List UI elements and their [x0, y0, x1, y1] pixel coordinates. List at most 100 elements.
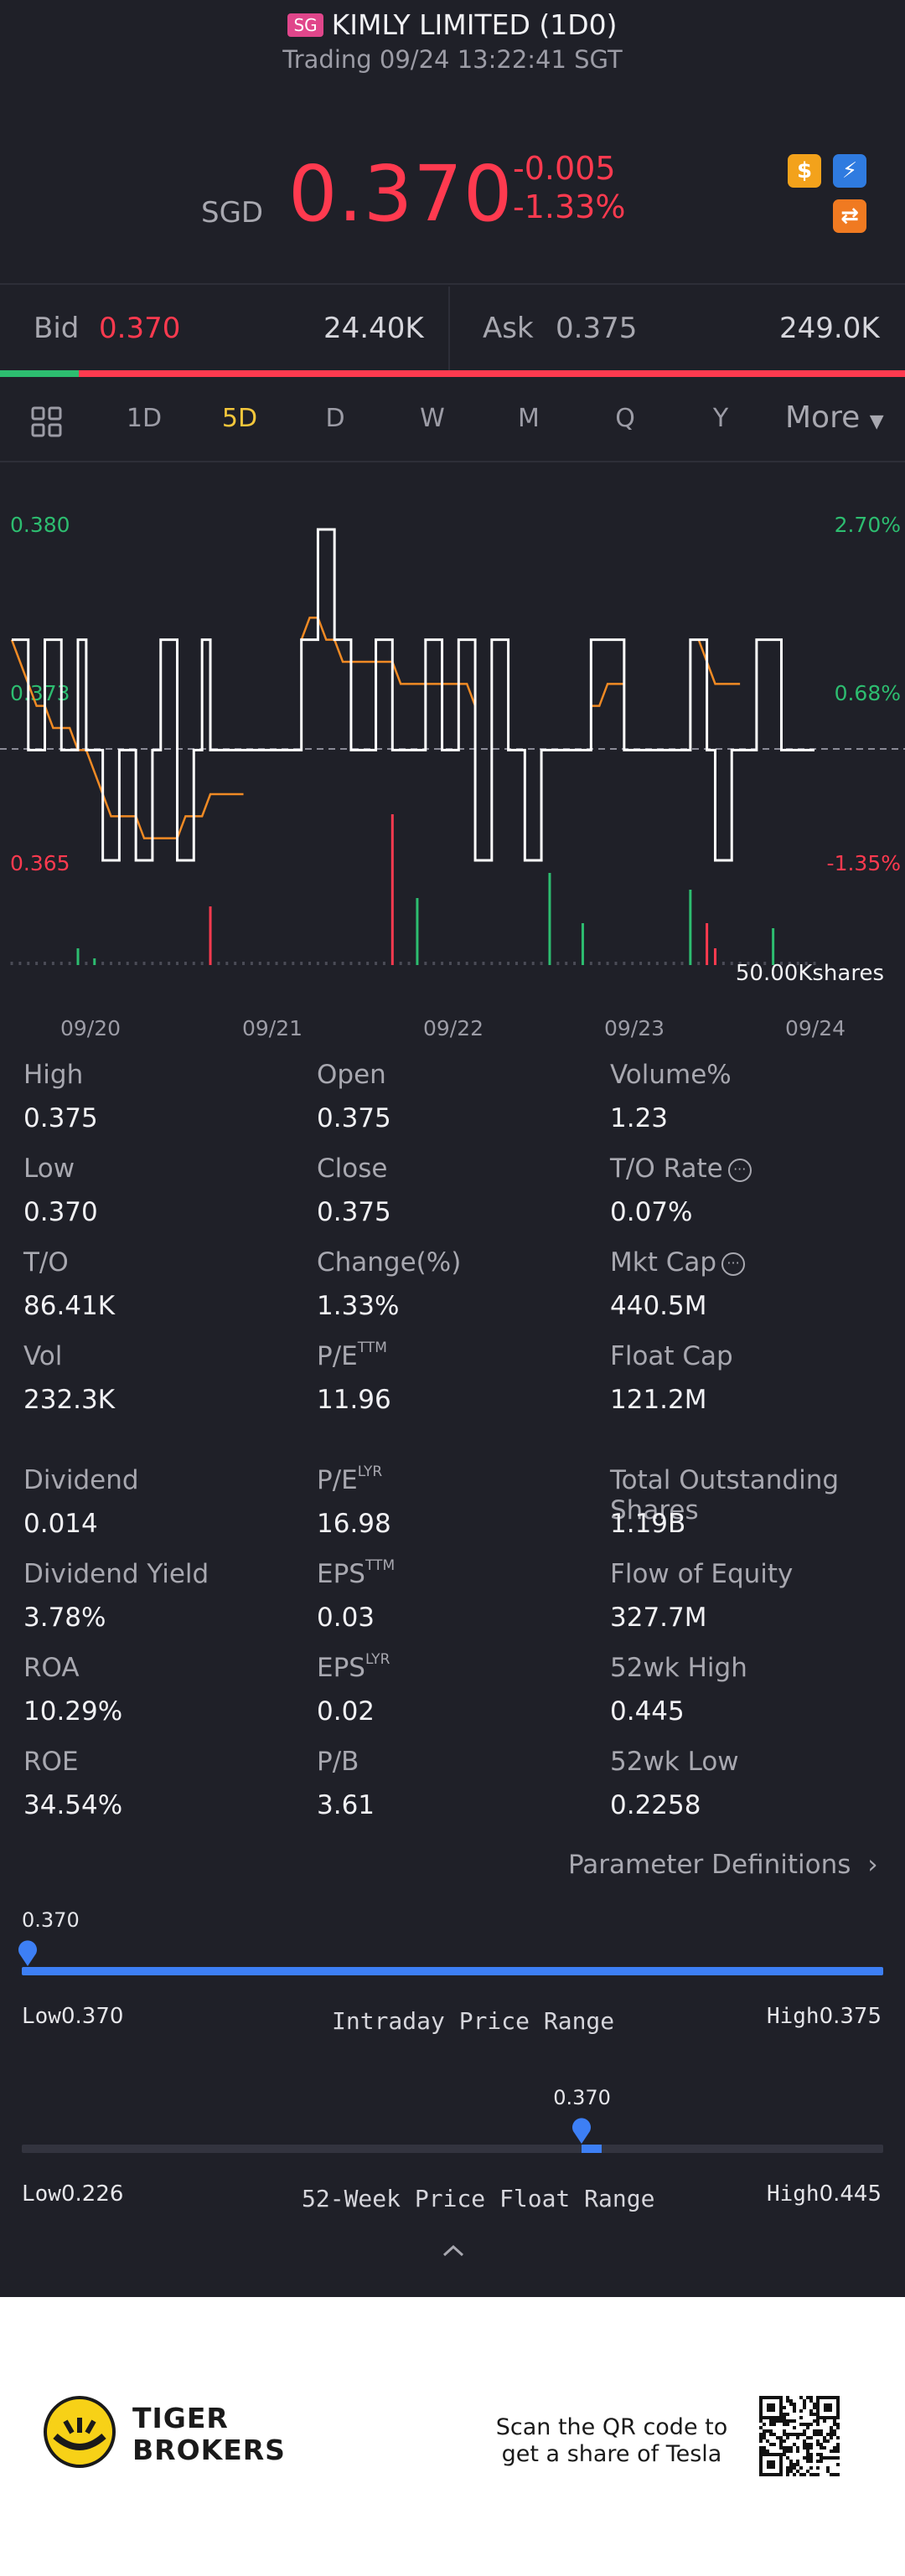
stat-label-sup: LYR [365, 1651, 390, 1668]
stat-value: 3.61 [317, 1790, 375, 1820]
stat-item: 52wk High 0.445 [610, 1653, 747, 1727]
title-row: SG KIMLY LIMITED (1D0) [0, 8, 905, 41]
volume-bar [779, 962, 783, 965]
more-tab[interactable]: More ▼ [785, 400, 884, 435]
tab-1d[interactable]: 1D [126, 404, 163, 433]
y-left-tick: 0.373 [10, 681, 70, 705]
stat-value: 16.98 [317, 1509, 391, 1539]
volume-bar [523, 962, 526, 965]
stat-label-text: Total Outstanding Shares [610, 1465, 840, 1525]
stat-item: Flow of Equity 327.7M [610, 1559, 793, 1633]
stat-item: Change(%) 1.33% [317, 1247, 461, 1321]
stat-item: P/B 3.61 [317, 1747, 375, 1820]
volume-bar [68, 962, 71, 965]
bid-ask-bar: Bid 0.370 24.40K Ask 0.375 249.0K [0, 287, 905, 370]
volume-bar [672, 962, 675, 965]
stat-label-text: Change(%) [317, 1247, 462, 1278]
stat-value: 0.375 [23, 1103, 98, 1133]
stat-label: Flow of Equity [610, 1559, 793, 1593]
price-change: -0.005 -1.33% [513, 149, 625, 226]
stat-value: 0.014 [23, 1509, 98, 1539]
volume-bar [631, 962, 634, 965]
tab-d[interactable]: D [325, 404, 345, 433]
volume-bar [209, 906, 212, 965]
stat-label-text: Flow of Equity [610, 1559, 794, 1589]
tab-m[interactable]: M [518, 404, 540, 433]
brand-name: TIGER BROKERS [132, 2403, 286, 2466]
stat-label: ROE [23, 1747, 122, 1780]
intraday-range-track [22, 1967, 883, 1975]
stat-label: P/B [317, 1747, 375, 1780]
period-tabs: 1D 5D D W M Q Y More ▼ [0, 377, 905, 462]
stat-label-text: 52wk High [610, 1653, 747, 1683]
stat-label: 52wk Low [610, 1747, 739, 1780]
market-badge: SG [287, 13, 323, 37]
stat-label: ROA [23, 1653, 122, 1686]
parameter-definitions-link[interactable]: Parameter Definitions › [568, 1850, 878, 1880]
stat-item: T/O Rate ··· 0.07% [610, 1154, 752, 1227]
stat-label-text: P/B [317, 1747, 359, 1777]
stat-value: 0.03 [317, 1603, 375, 1633]
stat-value: 0.02 [317, 1696, 375, 1727]
week52-current-value: 0.370 [553, 2086, 611, 2109]
ask-label: Ask [483, 312, 534, 345]
volume-bar [258, 962, 261, 965]
volume-bar [680, 962, 684, 965]
volume-bar [333, 962, 336, 965]
currency-label: SGD [201, 196, 264, 230]
tab-y[interactable]: Y [712, 404, 729, 433]
stat-value: 1.33% [317, 1291, 400, 1321]
stat-label-text: Volume% [610, 1060, 732, 1090]
bid-ratio-fill [0, 370, 79, 377]
change-abs: -0.005 [513, 150, 616, 187]
volume-bar [134, 962, 137, 965]
volume-bar [117, 962, 121, 965]
footer-banner: TIGER BROKERS Scan the QR code to get a … [0, 2297, 905, 2576]
price-line [12, 528, 814, 862]
avg-price-line [591, 683, 624, 707]
tab-5d[interactable]: 5D [221, 404, 258, 433]
intraday-range-title: Intraday Price Range [332, 2007, 615, 2035]
stat-item: Low 0.370 [23, 1154, 98, 1227]
info-icon[interactable]: ··· [721, 1252, 746, 1276]
volume-bar [44, 962, 47, 965]
change-pct: -1.33% [513, 188, 626, 225]
stat-label-text: EPS [317, 1653, 365, 1683]
lightning-icon[interactable]: ⚡ [833, 154, 866, 188]
tab-q[interactable]: Q [615, 404, 635, 433]
high-value: 0.445 [819, 2181, 882, 2207]
volume-bar [159, 962, 163, 965]
volume-bar [548, 873, 551, 965]
stat-value: 0.375 [317, 1103, 391, 1133]
volume-bar [358, 962, 361, 965]
dollar-icon[interactable]: $ [788, 154, 821, 188]
info-icon[interactable]: ··· [727, 1158, 752, 1182]
stat-value: 11.96 [317, 1385, 391, 1415]
stat-value: 34.54% [23, 1790, 123, 1820]
volume-bar [772, 928, 775, 965]
tab-w[interactable]: W [420, 404, 445, 433]
volume-bar [375, 962, 378, 965]
volume-bar [448, 962, 452, 965]
volume-bar [316, 962, 319, 965]
y-left-tick: 0.380 [10, 513, 70, 537]
stock-title[interactable]: KIMLY LIMITED (1D0) [331, 8, 618, 41]
trading-status: Trading 09/24 13:22:41 SGT [282, 45, 623, 74]
volume-bar [755, 962, 758, 965]
intraday-chart[interactable]: 0.380 0.373 0.365 2.70% 0.68% -1.35% 50.… [0, 462, 905, 1049]
volume-bar [738, 962, 742, 965]
chevron-up-icon[interactable] [441, 2242, 466, 2262]
grid-icon[interactable] [30, 405, 64, 446]
avg-price-line [300, 617, 477, 707]
x-tick: 09/24 [785, 1016, 846, 1040]
stat-label-text: Low [23, 1154, 75, 1184]
stat-label: Low [23, 1154, 98, 1187]
stat-value: 0.2258 [610, 1790, 701, 1820]
stat-item: Volume% 1.23 [610, 1060, 732, 1133]
volume-bar [664, 962, 667, 965]
qr-code-icon[interactable] [759, 2396, 840, 2476]
stat-label-text: T/O Rate [610, 1154, 723, 1184]
exchange-icon[interactable]: ⇄ [833, 199, 866, 233]
volume-bar [324, 962, 328, 965]
stat-item: EPSTTM 0.03 [317, 1557, 395, 1633]
